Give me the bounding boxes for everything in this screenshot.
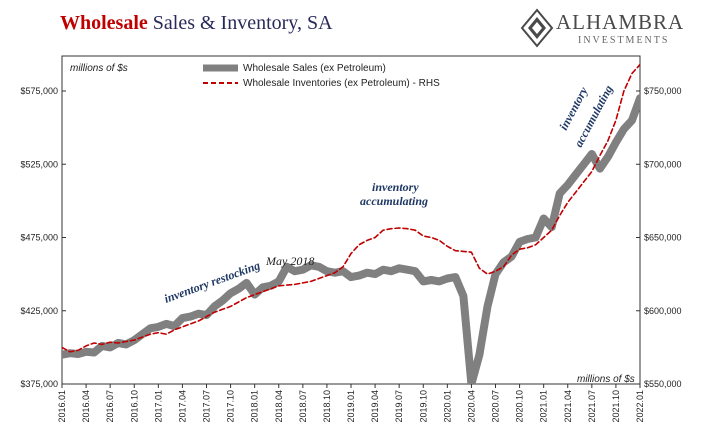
left-tick-label: $575,000 xyxy=(20,86,58,96)
x-tick-label: 2021.10 xyxy=(611,390,621,423)
x-tick-label: 2017.10 xyxy=(226,390,236,423)
left-tick-label: $475,000 xyxy=(20,233,58,243)
x-tick-label: 2021.04 xyxy=(563,390,573,423)
legend-label-sales: Wholesale Sales (ex Petroleum) xyxy=(243,63,386,74)
annotation-accum-mid-line1: inventory xyxy=(372,180,419,194)
right-tick-label: $750,000 xyxy=(644,86,682,96)
title-highlight: Wholesale xyxy=(60,12,148,34)
series-group xyxy=(62,63,640,384)
logo-sub: INVESTMENTS xyxy=(578,35,670,46)
chart-title: Wholesale Sales & Inventory, SA xyxy=(60,12,333,35)
left-axis: $375,000 $425,000 $475,000 $525,000 $575,000 xyxy=(20,86,66,389)
right-tick-label: $700,000 xyxy=(644,159,682,169)
x-tick-label: 2018.07 xyxy=(298,390,308,423)
x-tick-label: 2019.04 xyxy=(370,390,380,423)
x-tick-label: 2017.07 xyxy=(202,390,212,423)
x-tick-label: 2016.04 xyxy=(81,390,91,423)
left-tick-label: $375,000 xyxy=(20,379,58,389)
x-tick-label: 2019.07 xyxy=(394,390,404,423)
logo-name: ALHAMBRA xyxy=(556,10,685,34)
x-tick-label: 2018.04 xyxy=(274,390,284,423)
annotation-may-2018: May 2018 xyxy=(265,254,314,268)
logo-mark-icon xyxy=(520,8,554,48)
x-tick-label: 2021.01 xyxy=(539,390,549,423)
x-tick-label: 2018.10 xyxy=(322,390,332,423)
annotation-accum-mid-line2: accumulating xyxy=(360,194,428,208)
series-line-inventories xyxy=(62,63,640,353)
right-tick-label: $600,000 xyxy=(644,306,682,316)
left-unit-label: millions of $s xyxy=(70,63,128,74)
x-axis: 2016.01 2016.04 2016.07 2016.10 2017.01 2017.… xyxy=(57,384,645,423)
series-line-sales xyxy=(62,94,640,384)
x-tick-label: 2020.10 xyxy=(515,390,525,423)
x-tick-label: 2020.04 xyxy=(466,390,476,423)
right-axis: $550,000 $600,000 $650,000 $700,000 $750,000 xyxy=(636,86,682,389)
x-tick-label: 2021.07 xyxy=(587,390,597,423)
left-tick-label: $425,000 xyxy=(20,306,58,316)
x-tick-label: 2019.01 xyxy=(346,390,356,423)
x-tick-label: 2018.01 xyxy=(250,390,260,423)
x-tick-label: 2016.10 xyxy=(129,390,139,423)
left-tick-label: $525,000 xyxy=(20,159,58,169)
x-tick-label: 2022.01 xyxy=(635,390,645,423)
right-tick-label: $550,000 xyxy=(644,379,682,389)
x-tick-label: 2020.07 xyxy=(491,390,501,423)
logo: ALHAMBRA INVESTMENTS xyxy=(520,8,700,52)
x-tick-label: 2020.01 xyxy=(442,390,452,423)
title-rest: Sales & Inventory, SA xyxy=(147,12,333,34)
right-unit-label: millions of $s xyxy=(577,374,635,385)
legend-label-inventories: Wholesale Inventories (ex Petroleum) - R… xyxy=(243,78,440,89)
x-tick-label: 2017.01 xyxy=(153,390,163,423)
x-tick-label: 2019.10 xyxy=(418,390,428,423)
x-tick-label: 2016.07 xyxy=(105,390,115,423)
legend: Wholesale Sales (ex Petroleum) Wholesale… xyxy=(203,63,440,89)
right-tick-label: $650,000 xyxy=(644,233,682,243)
x-tick-label: 2016.01 xyxy=(57,390,67,423)
x-tick-label: 2017.04 xyxy=(177,390,187,423)
